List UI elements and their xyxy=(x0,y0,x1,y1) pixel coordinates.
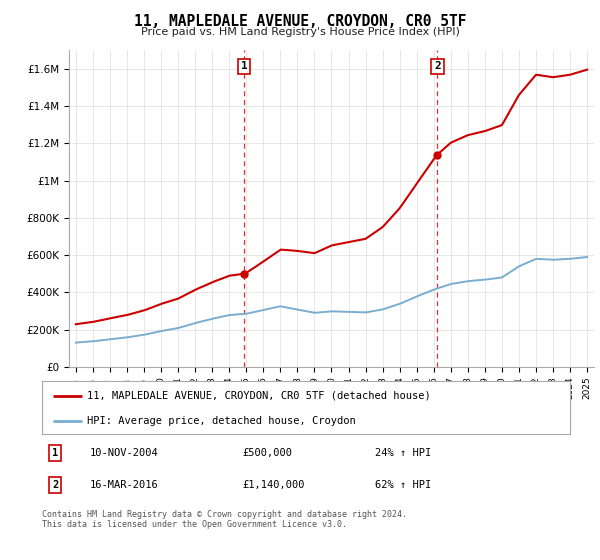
Text: Contains HM Land Registry data © Crown copyright and database right 2024.
This d: Contains HM Land Registry data © Crown c… xyxy=(42,510,407,529)
Text: 10-NOV-2004: 10-NOV-2004 xyxy=(89,448,158,458)
Text: £1,140,000: £1,140,000 xyxy=(242,480,305,490)
Text: 11, MAPLEDALE AVENUE, CROYDON, CR0 5TF: 11, MAPLEDALE AVENUE, CROYDON, CR0 5TF xyxy=(134,14,466,29)
Text: HPI: Average price, detached house, Croydon: HPI: Average price, detached house, Croy… xyxy=(87,416,356,426)
Text: Price paid vs. HM Land Registry's House Price Index (HPI): Price paid vs. HM Land Registry's House … xyxy=(140,27,460,37)
Text: 2: 2 xyxy=(434,62,441,72)
Text: 1: 1 xyxy=(52,448,58,458)
Text: £500,000: £500,000 xyxy=(242,448,293,458)
Text: 16-MAR-2016: 16-MAR-2016 xyxy=(89,480,158,490)
Text: 11, MAPLEDALE AVENUE, CROYDON, CR0 5TF (detached house): 11, MAPLEDALE AVENUE, CROYDON, CR0 5TF (… xyxy=(87,391,431,401)
Text: 2: 2 xyxy=(52,480,58,490)
Text: 24% ↑ HPI: 24% ↑ HPI xyxy=(374,448,431,458)
Text: 62% ↑ HPI: 62% ↑ HPI xyxy=(374,480,431,490)
Text: 1: 1 xyxy=(241,62,247,72)
